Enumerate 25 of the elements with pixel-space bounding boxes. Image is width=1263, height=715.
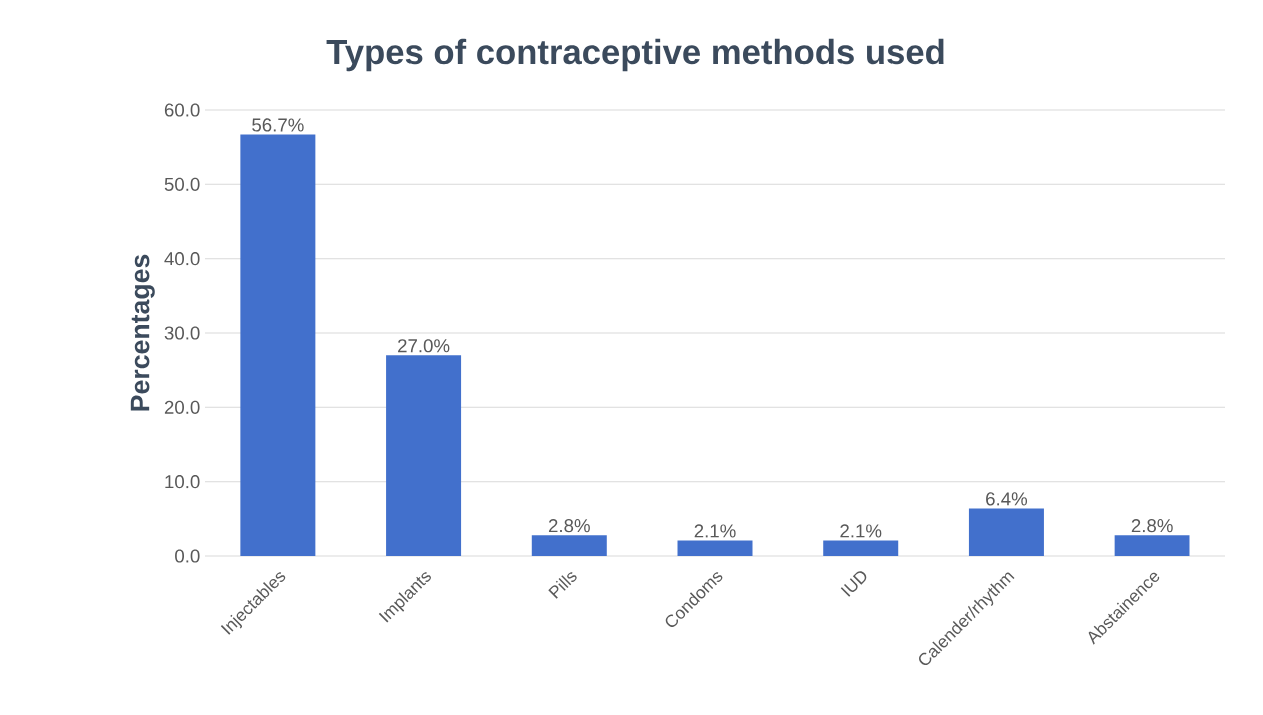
bar: [1114, 535, 1190, 556]
bar: [823, 540, 899, 556]
data-label: 6.4%: [986, 492, 1028, 506]
y-tick-label: 40.0: [164, 252, 200, 266]
data-label: 2.1%: [694, 524, 736, 538]
bar: [240, 134, 316, 556]
y-tick-label: 0.0: [175, 549, 200, 563]
data-label: 2.1%: [840, 524, 882, 538]
data-label: 2.8%: [1131, 519, 1173, 533]
y-tick-label: 20.0: [164, 400, 200, 414]
bar: [386, 355, 462, 556]
y-axis-title: Percentages: [130, 254, 155, 411]
bar: [968, 508, 1044, 556]
data-label: 56.7%: [252, 118, 304, 132]
y-tick-label: 60.0: [164, 103, 200, 117]
x-tick-label: IUD: [840, 571, 867, 597]
y-tick-label: 10.0: [165, 475, 200, 489]
x-tick-label: Pills: [548, 572, 577, 599]
data-label: 2.8%: [548, 519, 590, 533]
bar: [677, 540, 753, 556]
data-label: 27.0%: [398, 339, 450, 353]
y-tick-label: 50.0: [164, 177, 200, 191]
bar: [531, 535, 607, 556]
y-tick-label: 30.0: [164, 326, 200, 340]
chart-title: Types of contraceptive methods used: [326, 38, 944, 72]
